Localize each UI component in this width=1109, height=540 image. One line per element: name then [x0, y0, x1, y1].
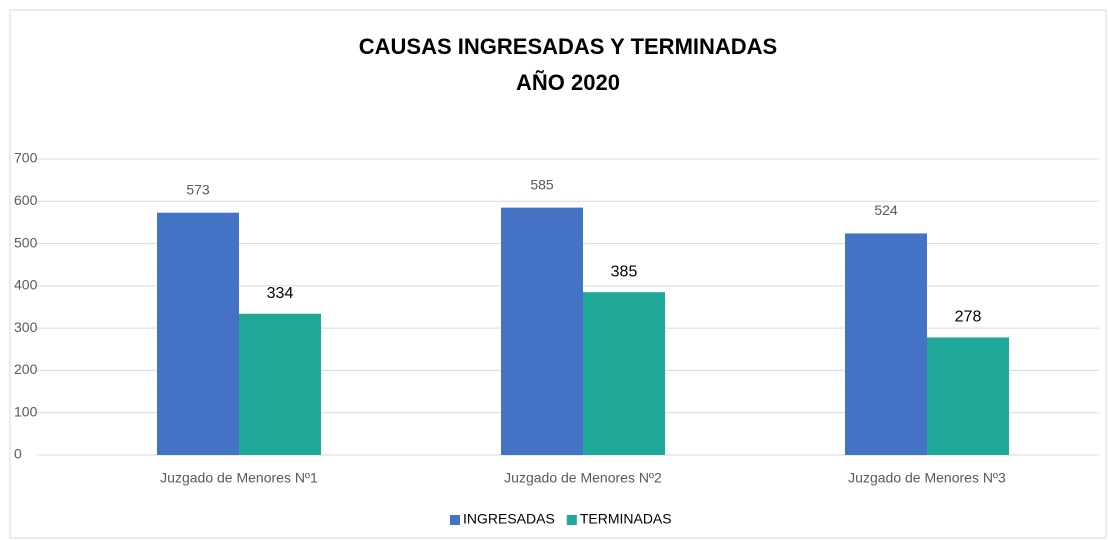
chart-subtitle: AÑO 2020	[516, 70, 620, 95]
data-label: 585	[530, 176, 554, 192]
data-label: 524	[874, 202, 898, 218]
chart-title: CAUSAS INGRESADAS Y TERMINADAS	[359, 34, 777, 59]
data-label: 334	[267, 285, 294, 302]
data-label: 573	[186, 181, 210, 197]
bar	[927, 337, 1009, 455]
bar	[501, 207, 583, 455]
y-tick-label: 0	[14, 446, 22, 462]
y-tick-label: 200	[14, 361, 38, 377]
legend-label: TERMINADAS	[580, 511, 672, 527]
y-tick-label: 700	[14, 150, 38, 166]
x-tick-label: Juzgado de Menores Nº1	[160, 470, 318, 486]
data-label: 278	[955, 309, 982, 326]
bar	[239, 313, 321, 455]
y-tick-label: 500	[14, 234, 38, 250]
legend-label: INGRESADAS	[463, 511, 555, 527]
bar	[157, 212, 239, 455]
bar	[845, 233, 927, 455]
legend-swatch	[566, 515, 577, 525]
x-tick-label: Juzgado de Menores Nº2	[504, 470, 662, 486]
x-tick-label: Juzgado de Menores Nº3	[848, 470, 1006, 486]
legend-swatch	[450, 515, 460, 525]
bar	[583, 292, 665, 455]
y-tick-label: 300	[14, 319, 38, 335]
y-tick-label: 100	[14, 403, 38, 419]
y-tick-label: 600	[14, 192, 38, 208]
data-label: 385	[611, 263, 638, 280]
y-tick-label: 400	[14, 277, 38, 293]
